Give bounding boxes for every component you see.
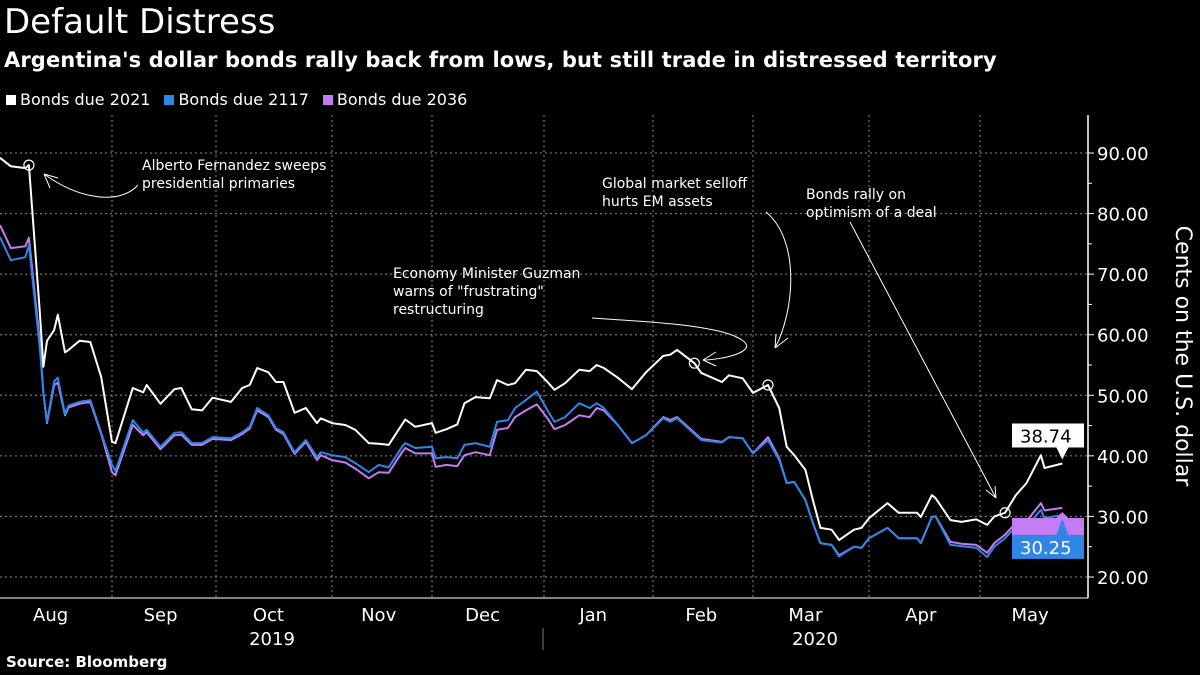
y-tick-label: 90.00	[1097, 144, 1149, 165]
legend-swatch-2021	[6, 94, 16, 105]
annotation-text: Bonds rally on optimism of a deal	[806, 187, 937, 221]
annotation-arrow	[591, 317, 747, 367]
legend: Bonds due 2021 Bonds due 2117 Bonds due …	[6, 90, 467, 109]
legend-label-2036: Bonds due 2036	[336, 90, 468, 109]
end-label-2021-text: 38.74	[1020, 426, 1072, 447]
x-tick-label: Dec	[465, 605, 500, 626]
annotation-arrow	[43, 173, 139, 198]
annotation-line: presidential primaries	[142, 176, 295, 192]
chart-title: Default Distress	[4, 2, 276, 42]
end-label-2117-pointer	[1056, 518, 1069, 535]
series-line-bonds-due-2117	[0, 236, 1063, 558]
series-line-bonds-due-2021	[0, 157, 1063, 541]
annotation-line: warns of "frustrating"	[393, 284, 544, 300]
y-tick-label: 60.00	[1097, 326, 1149, 347]
series-lines	[0, 157, 1063, 558]
annotation-arrow	[765, 211, 792, 349]
legend-swatch-2117	[164, 94, 175, 105]
annotation-marker	[688, 357, 700, 369]
annotation-line: Global market selloff	[602, 176, 747, 192]
legend-label-2021: Bonds due 2021	[20, 90, 151, 109]
x-tick-label: May	[1012, 605, 1050, 626]
legend-item-2036: Bonds due 2036	[322, 90, 468, 109]
end-label-2117-text: 30.25	[1020, 538, 1072, 559]
axes: 20.00 30.00 40.00 50.00 60.00 70.00 80.00 90.00…	[0, 115, 1195, 650]
legend-swatch-2036	[322, 94, 333, 105]
x-tick-label: Mar	[788, 605, 823, 626]
legend-item-2021: Bonds due 2021	[6, 90, 150, 109]
y-tick-label: 40.00	[1097, 447, 1149, 468]
annotation-line: Alberto Fernandez sweeps	[142, 158, 326, 174]
annotations: Alberto Fernandez sweeps presidential pri…	[23, 158, 1011, 519]
x-tick-label: Sep	[144, 605, 178, 626]
annotation-line: Economy Minister Guzman	[393, 266, 580, 282]
x-tick-label: Oct	[253, 605, 284, 626]
gridlines	[0, 115, 1088, 598]
annotation-arrow	[849, 221, 997, 499]
annotation-line: Bonds rally on	[806, 187, 906, 203]
y-tick-label: 70.00	[1097, 265, 1149, 286]
x-tick-label: Jan	[578, 605, 607, 626]
annotation-marker	[762, 379, 774, 391]
annotation-text: Alberto Fernandez sweeps presidential pri…	[142, 158, 326, 192]
annotation-line: restructuring	[393, 302, 484, 318]
y-tick-label: 20.00	[1097, 568, 1149, 589]
chart-subtitle: Argentina's dollar bonds rally back from…	[4, 48, 997, 72]
y-tick-label: 30.00	[1097, 507, 1149, 528]
y-tick-label: 80.00	[1097, 205, 1149, 226]
end-label-2021-pointer	[1056, 447, 1069, 460]
annotation-marker	[23, 159, 35, 171]
x-tick-label: Feb	[685, 605, 717, 626]
legend-item-2117: Bonds due 2117	[164, 90, 309, 109]
year-label-2019: 2019	[249, 629, 295, 650]
end-label-2036-pointer	[1056, 511, 1069, 518]
annotation-line: optimism of a deal	[806, 205, 937, 221]
end-labels: 30.25 38.74	[1012, 423, 1084, 559]
end-label-2021-bg	[1012, 423, 1084, 448]
y-tick-label: 50.00	[1097, 386, 1149, 407]
annotation-marker	[999, 507, 1011, 519]
y-axis-title: Cents on the U.S. dollar	[1170, 226, 1195, 488]
annotation-text: Economy Minister Guzman warns of "frustra…	[393, 266, 580, 318]
annotation-line: hurts EM assets	[602, 194, 713, 210]
end-label-2117-bg	[1012, 534, 1084, 559]
source-note: Source: Bloomberg	[6, 653, 168, 671]
end-label-2117: 30.25	[1012, 518, 1084, 559]
x-tick-label: Aug	[33, 605, 68, 626]
end-label-2021: 38.74	[1012, 423, 1084, 460]
legend-label-2117: Bonds due 2117	[178, 90, 309, 109]
year-label-2020: 2020	[792, 629, 838, 650]
annotation-text: Global market selloff hurts EM assets	[602, 176, 747, 210]
x-tick-label: Apr	[905, 605, 937, 626]
x-tick-label: Nov	[361, 605, 396, 626]
